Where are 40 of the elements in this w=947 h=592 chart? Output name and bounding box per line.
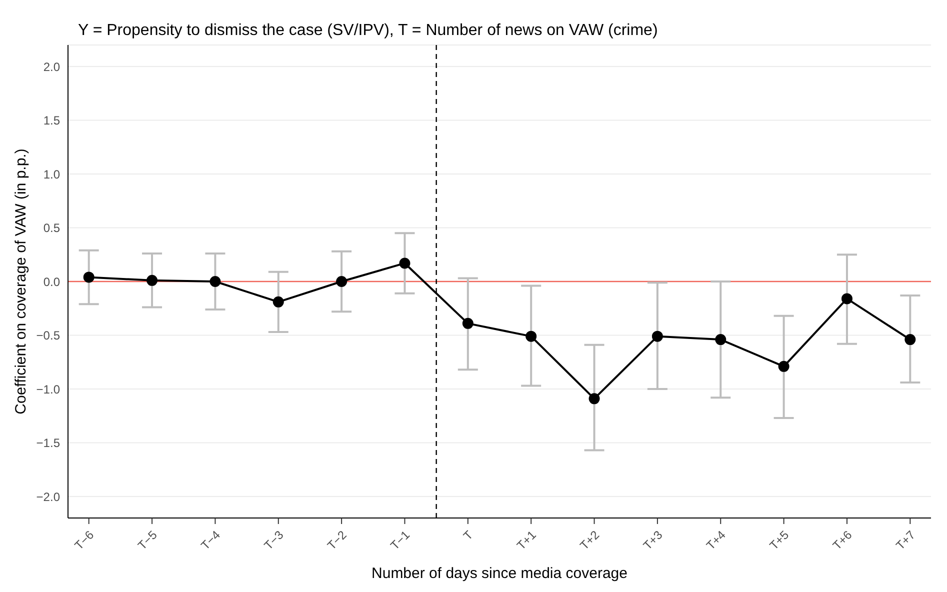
point bbox=[526, 330, 537, 342]
point bbox=[399, 258, 410, 269]
y-tick-label: −1.5 bbox=[36, 436, 60, 450]
x-tick-label: T−1 bbox=[388, 528, 413, 553]
x-tick-label: T+3 bbox=[640, 528, 666, 553]
point bbox=[336, 276, 348, 287]
x-tick-label: T+2 bbox=[577, 528, 602, 553]
x-tick-label: T−4 bbox=[198, 528, 224, 553]
point bbox=[462, 318, 474, 329]
x-tick-label: T+7 bbox=[893, 528, 918, 553]
x-tick-label: T+4 bbox=[704, 528, 729, 553]
x-tick-label: T+1 bbox=[514, 528, 540, 553]
x-tick-label: T−5 bbox=[135, 528, 160, 553]
x-tick-label: T−6 bbox=[72, 528, 97, 553]
chart-title: Y = Propensity to dismiss the case (SV/IPV), T = Number of news on VAW (crime) bbox=[78, 22, 658, 40]
point bbox=[272, 296, 284, 308]
point bbox=[904, 334, 916, 346]
y-tick-label: −1.0 bbox=[36, 382, 60, 396]
point bbox=[841, 293, 852, 304]
point bbox=[210, 276, 221, 287]
x-tick-label: T−3 bbox=[261, 528, 286, 553]
y-tick-label: 0.5 bbox=[43, 221, 60, 236]
y-tick-label: −0.5 bbox=[36, 328, 60, 343]
point bbox=[146, 274, 158, 286]
y-tick-label: 0.0 bbox=[43, 274, 60, 289]
x-tick-label: T+5 bbox=[766, 528, 792, 553]
x-tick-label: T+6 bbox=[830, 528, 855, 553]
point bbox=[83, 272, 94, 283]
point bbox=[715, 334, 726, 346]
point bbox=[778, 360, 790, 372]
point bbox=[588, 393, 600, 404]
y-tick-label: 2.0 bbox=[43, 60, 60, 74]
x-tick-label: T bbox=[460, 527, 476, 543]
x-tick-label: T−2 bbox=[324, 528, 350, 553]
y-tick-label: 1.5 bbox=[43, 114, 60, 128]
y-tick-label: −2.0 bbox=[36, 490, 60, 504]
point bbox=[652, 330, 663, 342]
y-tick-label: 1.0 bbox=[43, 167, 60, 182]
y-axis-title: Coefficient on coverage of VAW (in p.p.) bbox=[12, 148, 30, 414]
x-axis-title: Number of days since media coverage bbox=[372, 565, 628, 582]
